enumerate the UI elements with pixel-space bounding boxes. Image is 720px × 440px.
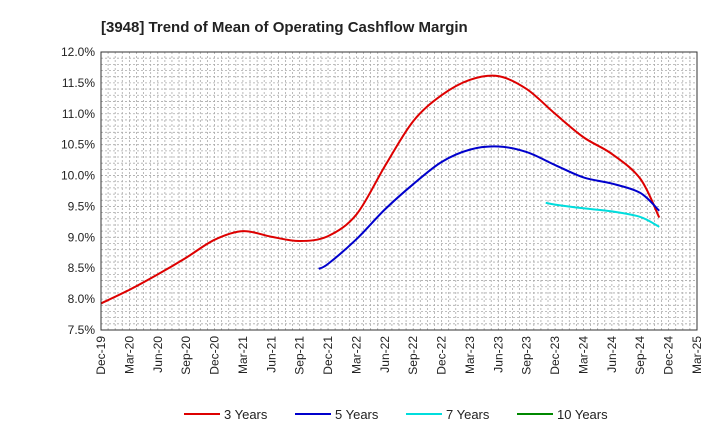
x-tick-label: Mar-25	[690, 336, 704, 374]
x-tick-label: Jun-22	[378, 336, 392, 373]
y-tick-label: 12.0%	[61, 45, 95, 59]
x-tick-label: Jun-24	[605, 336, 619, 373]
series-line-7-years	[545, 201, 660, 228]
legend: 3 Years 5 Years 7 Years 10 Years	[184, 407, 608, 422]
x-tick-label: Jun-23	[491, 336, 505, 373]
x-tick-label: Mar-20	[122, 336, 136, 374]
y-axis-ticks: 7.5% 8.0% 8.5% 9.0% 9.5% 10.0% 10.5% 11.0% 11.5%…	[61, 45, 95, 337]
x-tick-label: Sep-22	[406, 336, 420, 375]
x-tick-label: Mar-21	[236, 336, 250, 374]
x-tick-label: Dec-21	[321, 336, 335, 375]
grid-layer	[101, 52, 697, 330]
x-tick-label: Dec-19	[94, 336, 108, 375]
x-tick-label: Jun-20	[151, 336, 165, 373]
x-tick-label: Dec-20	[208, 336, 222, 375]
x-tick-label: Sep-23	[520, 336, 534, 375]
y-tick-label: 11.0%	[62, 107, 95, 121]
legend-label: 3 Years	[224, 407, 268, 422]
frame-layer	[100, 51, 698, 331]
y-tick-label: 7.5%	[68, 323, 96, 337]
series-line-5-years	[318, 145, 660, 270]
y-tick-label: 8.0%	[68, 292, 96, 306]
x-tick-label: Dec-23	[548, 336, 562, 375]
x-tick-label: Jun-21	[264, 336, 278, 373]
y-tick-label: 9.0%	[68, 230, 96, 244]
x-tick-label: Sep-21	[293, 336, 307, 375]
plot-frame	[100, 51, 698, 331]
x-tick-label: Mar-23	[463, 336, 477, 374]
series-layer	[100, 74, 661, 305]
y-tick-label: 10.5%	[61, 138, 95, 152]
x-tick-label: Mar-24	[576, 336, 590, 374]
x-tick-label: Dec-22	[435, 336, 449, 375]
chart-title: [3948] Trend of Mean of Operating Cashfl…	[101, 19, 468, 36]
x-tick-label: Mar-22	[349, 336, 363, 374]
y-tick-label: 11.5%	[62, 76, 95, 90]
x-tick-label: Dec-24	[662, 336, 676, 375]
legend-label: 7 Years	[446, 407, 490, 422]
legend-label: 5 Years	[335, 407, 379, 422]
legend-label: 10 Years	[557, 407, 608, 422]
x-tick-label: Sep-20	[179, 336, 193, 375]
x-axis-ticks: Dec-19 Mar-20 Jun-20 Sep-20 Dec-20 Mar-21 Jun-…	[94, 336, 704, 375]
x-tick-label: Sep-24	[633, 336, 647, 375]
y-tick-label: 9.5%	[68, 199, 96, 213]
y-tick-label: 8.5%	[68, 261, 96, 275]
y-tick-label: 10.0%	[61, 169, 95, 183]
series-line-3-years	[100, 74, 661, 305]
